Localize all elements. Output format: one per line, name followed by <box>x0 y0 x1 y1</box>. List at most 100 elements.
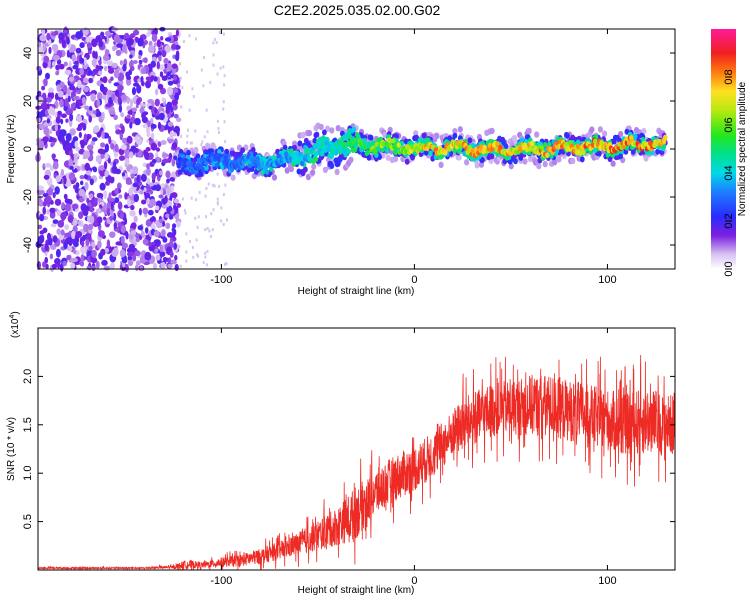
heatmap-cell <box>217 149 222 155</box>
heatmap-cell <box>129 54 133 59</box>
heatmap-cell <box>190 141 193 145</box>
heatmap-cell <box>70 257 78 263</box>
heatmap-cell <box>171 43 177 50</box>
heatmap-cell <box>154 248 159 253</box>
heatmap-cell <box>106 239 111 249</box>
heatmap-cell <box>84 105 90 110</box>
x-tick-label: 100 <box>598 575 616 587</box>
heatmap-cell <box>102 76 108 84</box>
heatmap-cell <box>519 137 524 143</box>
heatmap-cell <box>72 64 79 70</box>
heatmap-cell <box>196 253 199 257</box>
heatmap-cell <box>83 208 89 217</box>
heatmap-cell <box>41 85 46 91</box>
heatmap-cell <box>224 140 227 144</box>
heatmap-cell <box>172 103 178 111</box>
heatmap-cell <box>143 187 147 193</box>
heatmap-cell <box>146 197 151 205</box>
heatmap-cell <box>195 198 197 202</box>
y-tick-label: 1.5 <box>22 417 34 432</box>
heatmap-cell <box>118 194 123 199</box>
heatmap-cell <box>75 31 82 40</box>
heatmap-cell <box>150 142 158 151</box>
heatmap-cell <box>79 122 85 128</box>
heatmap-cell <box>55 64 60 71</box>
heatmap-cells <box>35 26 668 273</box>
heatmap-cell <box>68 246 73 252</box>
heatmap-cell <box>183 208 186 212</box>
heatmap-cell <box>137 225 144 231</box>
heatmap-cell <box>51 61 56 68</box>
heatmap-cell <box>85 239 90 247</box>
heatmap-cell <box>534 131 540 138</box>
heatmap-cell <box>46 209 50 215</box>
heatmap-cell <box>206 130 209 134</box>
heatmap-cell <box>154 108 158 114</box>
heatmap-cell <box>137 37 144 47</box>
snr-ticks: -100 0 100 0.5 1.0 1.5 2.0 <box>22 328 675 587</box>
heatmap-cell <box>86 197 90 204</box>
heatmap-cell <box>199 163 204 170</box>
colorbar: 0.0 0.2 0.4 0.6 0.8 Normalized spectral ampl… <box>711 29 748 277</box>
heatmap-cell <box>74 140 79 148</box>
heatmap-cell <box>146 163 150 169</box>
heatmap-cell <box>108 192 112 202</box>
heatmap-cell <box>116 182 122 190</box>
heatmap-cell <box>201 156 206 163</box>
heatmap-cell <box>78 197 84 203</box>
heatmap-cell <box>148 45 155 54</box>
heatmap-cell <box>526 127 532 135</box>
heatmap-cell <box>136 97 141 106</box>
heatmap-cell <box>136 138 143 146</box>
heatmap-cell <box>464 159 470 166</box>
heatmap-cell <box>633 133 638 139</box>
heatmap-cell <box>322 166 328 173</box>
heatmap-cell <box>96 111 102 117</box>
heatmap-cell <box>203 56 206 59</box>
heatmap-cell <box>99 204 103 209</box>
heatmap-cell <box>121 43 127 53</box>
heatmap-cell <box>63 26 68 34</box>
heatmap-cell <box>210 212 213 216</box>
heatmap-cell <box>122 63 127 72</box>
heatmap-cell <box>64 97 69 107</box>
heatmap-cell <box>195 37 197 41</box>
heatmap-cell <box>366 154 372 161</box>
heatmap-cell <box>581 149 586 156</box>
heatmap-cell <box>78 131 82 138</box>
heatmap-cell <box>50 223 57 228</box>
heatmap-cell <box>150 75 155 81</box>
heatmap-cell <box>140 230 145 238</box>
heatmap-cell <box>154 98 160 107</box>
heatmap-cell <box>598 144 603 151</box>
heatmap-cell <box>121 137 129 144</box>
heatmap-cell <box>196 225 199 229</box>
heatmap-cell <box>173 113 179 119</box>
heatmap-cell <box>115 49 122 57</box>
heatmap-cell <box>136 84 142 94</box>
heatmap-cell <box>204 194 207 198</box>
heatmap-cell <box>83 173 89 180</box>
heatmap-cell <box>158 55 162 62</box>
heatmap-cell <box>64 198 71 204</box>
heatmap-cell <box>418 137 424 143</box>
heatmap-cell <box>219 66 222 70</box>
heatmap-cell <box>52 235 58 243</box>
heatmap-cell <box>220 206 223 210</box>
heatmap-cell <box>213 38 216 41</box>
heatmap-cell <box>204 165 209 171</box>
y-tick-label: 2.0 <box>22 369 34 384</box>
heatmap-cell <box>112 165 116 172</box>
heatmap-cell <box>530 141 535 147</box>
heatmap-cell <box>173 198 180 204</box>
heatmap-cell <box>84 181 89 191</box>
heatmap-cell <box>513 158 518 165</box>
heatmap-cell <box>99 83 105 93</box>
heatmap-cell <box>151 158 157 164</box>
heatmap-cell <box>222 107 225 111</box>
heatmap-cell <box>110 201 114 211</box>
heatmap-cell <box>60 212 67 221</box>
heatmap-cell <box>138 207 142 216</box>
heatmap-cell <box>67 214 74 223</box>
heatmap-cell <box>118 86 123 96</box>
